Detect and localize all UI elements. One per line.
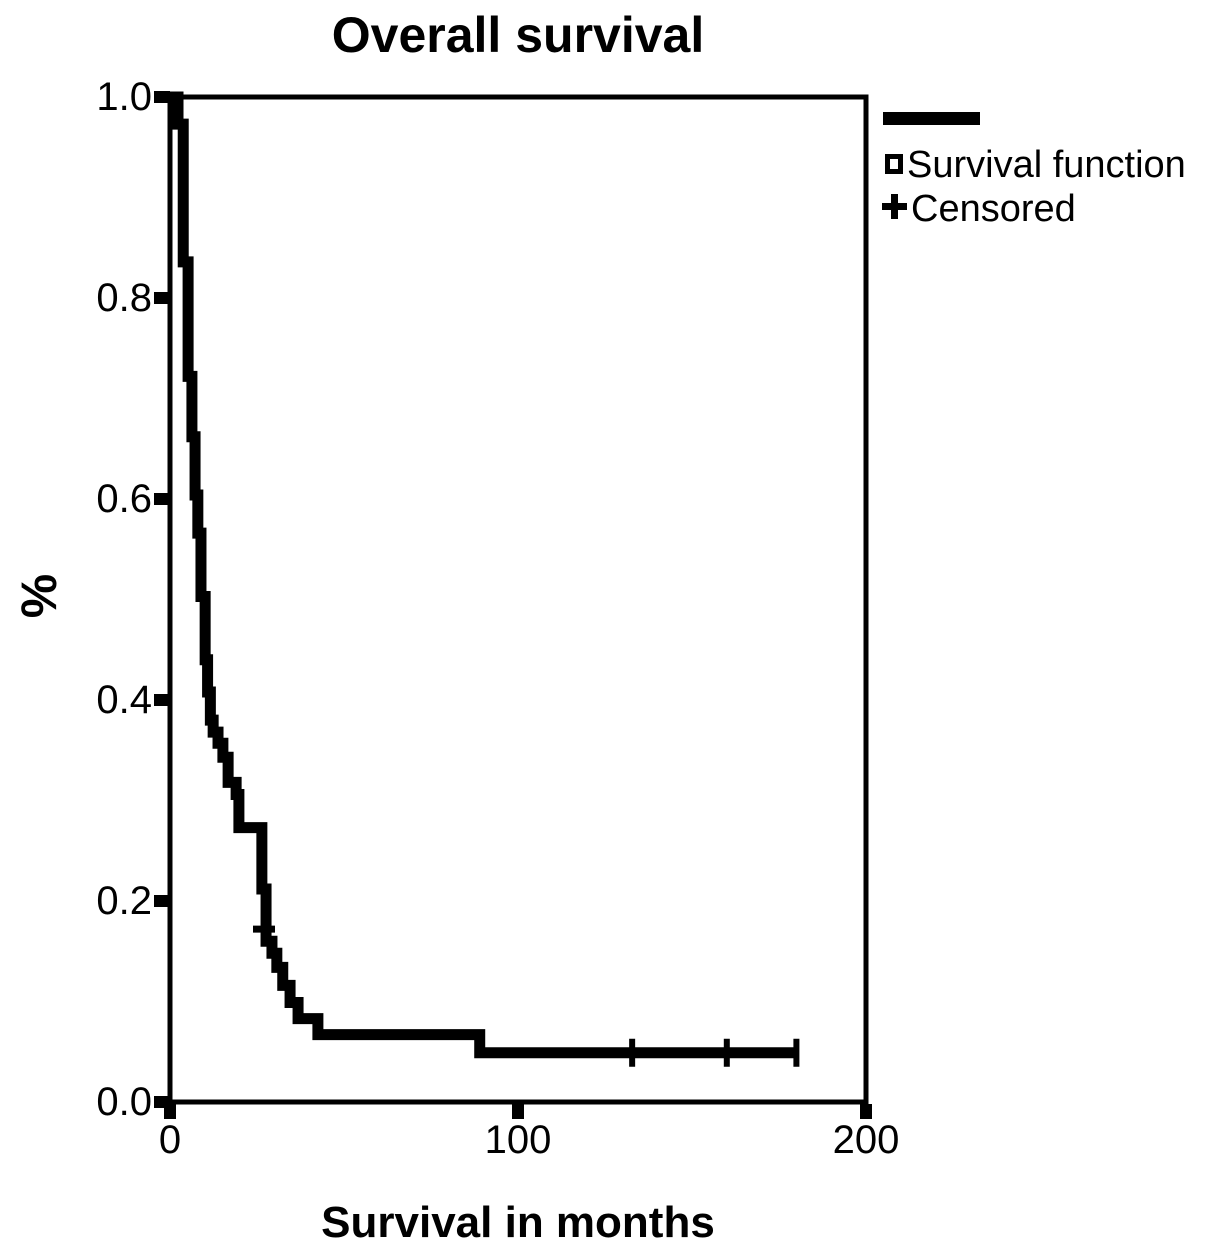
x-tick-mark	[860, 1104, 872, 1119]
y-tick-label: 0.8	[96, 276, 152, 320]
y-tick-label: 0.2	[96, 879, 152, 923]
survival-line-swatch-icon	[883, 112, 980, 125]
chart-title: Overall survival	[331, 7, 705, 63]
y-tick-label: 0.4	[96, 678, 152, 722]
legend-label-censored: Censored	[911, 188, 1076, 230]
x-tick-label: 200	[832, 1118, 900, 1162]
x-tick-mark	[512, 1104, 524, 1119]
plot-frame	[167, 94, 869, 1105]
x-tick-label: 100	[484, 1118, 552, 1162]
x-axis-title: Survival in months	[321, 1198, 715, 1247]
x-tick-label: 0	[158, 1118, 182, 1162]
y-tick-mark	[154, 292, 170, 304]
y-tick-mark	[154, 91, 170, 103]
y-tick-label: 0.0	[96, 1080, 152, 1124]
plus-marker-icon	[882, 194, 907, 219]
y-tick-label: 0.6	[96, 477, 152, 521]
y-tick-mark	[154, 895, 170, 907]
x-tick-mark	[164, 1104, 176, 1119]
y-tick-mark	[154, 493, 170, 505]
survival-curve	[170, 91, 797, 1059]
legend: Survival function Censored	[880, 106, 1205, 236]
legend-label-survival-function: Survival function	[907, 144, 1186, 186]
y-tick-mark	[154, 694, 170, 706]
y-tick-label: 1.0	[96, 75, 152, 119]
open-square-marker-icon	[885, 154, 903, 174]
